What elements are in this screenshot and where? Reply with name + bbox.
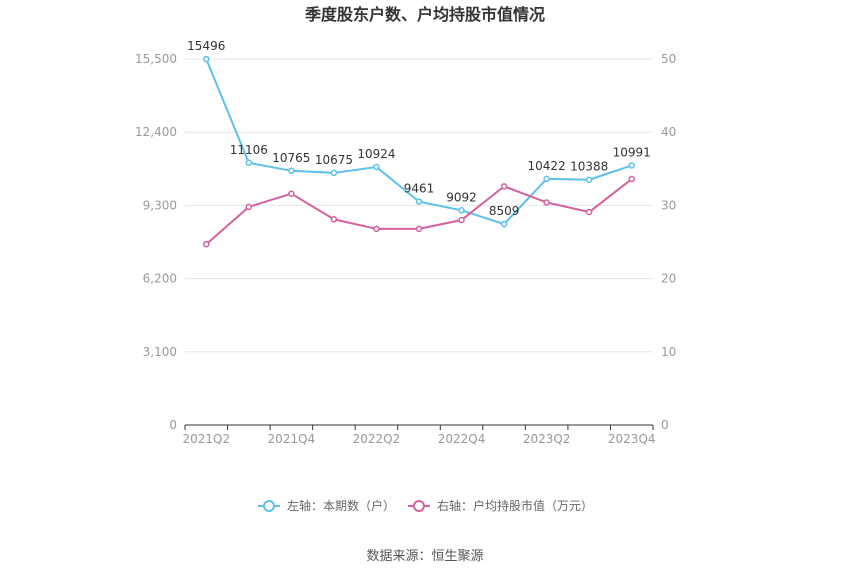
chart-title: 季度股东户数、户均持股市值情况 xyxy=(304,5,545,24)
left-tick-label: 12,400 xyxy=(135,125,177,139)
left-axis: 0 3,100 6,200 9,300 12,400 15,500 xyxy=(135,52,177,432)
data-label: 15496 xyxy=(187,39,225,53)
data-point[interactable] xyxy=(245,203,253,211)
legend-swatch-marker xyxy=(413,500,425,512)
x-tick-label: 2023Q2 xyxy=(523,432,571,446)
x-tick-label: 2023Q4 xyxy=(608,432,656,446)
data-point[interactable] xyxy=(543,199,550,206)
right-tick-label: 20 xyxy=(661,272,676,286)
data-point[interactable] xyxy=(585,176,593,183)
left-tick-label: 9,300 xyxy=(143,198,177,212)
right-tick-label: 40 xyxy=(661,125,676,139)
data-point[interactable] xyxy=(288,190,295,197)
data-point[interactable] xyxy=(585,208,593,216)
grid-lines xyxy=(185,58,653,426)
legend: 左轴：本期数（户） 右轴：户均持股市值（万元） xyxy=(258,498,593,513)
source-note: 数据来源：恒生聚源 xyxy=(366,549,483,564)
data-label: 10924 xyxy=(357,147,395,161)
data-label: 10422 xyxy=(528,159,566,173)
data-point[interactable] xyxy=(288,167,295,175)
data-point[interactable] xyxy=(373,163,380,171)
data-point[interactable] xyxy=(500,183,508,190)
data-point[interactable] xyxy=(373,225,380,233)
data-label: 10675 xyxy=(315,153,353,167)
data-point[interactable] xyxy=(415,225,423,233)
legend-swatch-marker xyxy=(263,500,275,512)
data-point[interactable] xyxy=(458,207,465,214)
data-label: 11106 xyxy=(230,143,268,157)
data-point[interactable] xyxy=(628,175,635,183)
x-tick-label: 2021Q2 xyxy=(182,432,230,446)
data-point[interactable] xyxy=(203,55,210,63)
left-tick-label: 15,500 xyxy=(135,52,177,66)
data-point[interactable] xyxy=(330,169,338,177)
data-point[interactable] xyxy=(245,159,253,167)
right-tick-label: 30 xyxy=(661,198,676,212)
left-tick-label: 0 xyxy=(169,418,177,432)
right-tick-label: 0 xyxy=(661,418,669,432)
data-point[interactable] xyxy=(330,216,338,223)
legend-label[interactable]: 右轴：户均持股市值（万元） xyxy=(437,498,593,513)
data-point[interactable] xyxy=(415,198,423,205)
data-point[interactable] xyxy=(628,162,635,169)
data-label: 9461 xyxy=(404,182,435,196)
x-tick-label: 2022Q4 xyxy=(438,432,486,446)
left-tick-label: 6,200 xyxy=(143,272,177,286)
data-point[interactable] xyxy=(203,240,210,248)
series-layer: 15496 11106 10765 10675 10924 9461 9092 8509 104… xyxy=(187,39,651,248)
data-point[interactable] xyxy=(458,216,465,224)
data-label: 8509 xyxy=(489,204,520,218)
x-axis: 2021Q2 2021Q4 2022Q2 2022Q4 2023Q2 2023Q4 xyxy=(182,425,656,446)
data-point[interactable] xyxy=(543,175,550,183)
right-tick-label: 10 xyxy=(661,345,676,359)
right-axis: 0 10 20 30 40 50 xyxy=(661,52,676,432)
data-label: 10765 xyxy=(272,151,310,165)
x-tick-label: 2021Q4 xyxy=(268,432,316,446)
data-label: 10388 xyxy=(570,160,608,174)
data-label: 9092 xyxy=(446,190,477,204)
right-tick-label: 50 xyxy=(661,52,676,66)
x-tick-label: 2022Q2 xyxy=(353,432,401,446)
data-point[interactable] xyxy=(500,220,508,228)
left-tick-label: 3,100 xyxy=(143,345,177,359)
data-label: 10991 xyxy=(613,145,651,159)
legend-label[interactable]: 左轴：本期数（户） xyxy=(287,498,395,513)
